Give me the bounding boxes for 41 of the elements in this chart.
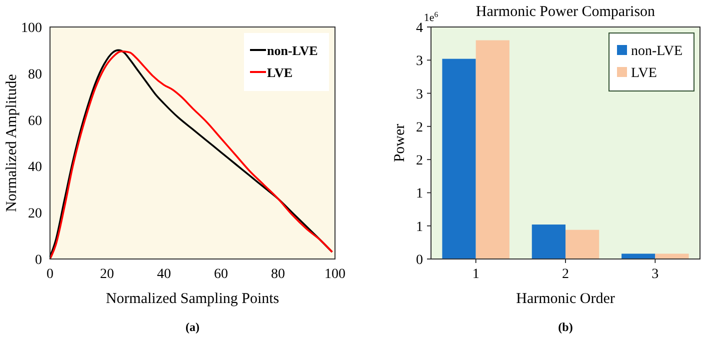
y-axis-title: Power	[392, 124, 408, 162]
x-axis-title: Harmonic Order	[516, 291, 615, 307]
x-tick-label: 2	[562, 267, 569, 282]
legend-label: LVE	[631, 66, 657, 81]
bar	[566, 230, 600, 259]
y-tick-label: 4	[416, 21, 423, 36]
bar	[476, 40, 510, 259]
y-tick-label: 1	[416, 186, 423, 202]
y-tick-label: 2	[416, 154, 423, 169]
text: 1e$^{6}$	[424, 10, 438, 24]
legend-label: non-LVE	[631, 44, 683, 59]
x-tick-label: 20	[100, 267, 114, 282]
bar	[442, 58, 476, 259]
y-tick-label: 80	[28, 67, 42, 82]
x-tick-label: 100	[324, 267, 346, 282]
x-tick-label: 60	[214, 267, 228, 282]
y-axis-title: Normalized Amplitude	[4, 74, 20, 212]
y-tick-label: 0	[416, 253, 423, 268]
y-tick-label: 3	[416, 54, 423, 70]
legend-label: LVE	[267, 65, 293, 80]
x-tick-label: 3	[652, 267, 659, 282]
bar	[532, 224, 566, 259]
x-tick-label: 1	[472, 267, 480, 282]
y-tick-label: 100	[21, 21, 42, 36]
bar	[655, 254, 689, 259]
y-tick-label: 3	[416, 87, 423, 102]
bar	[622, 254, 656, 259]
y-tick-label: 20	[28, 206, 42, 222]
x-tick-label: 40	[157, 267, 171, 282]
y-tick-label: 2	[416, 120, 423, 136]
x-axis-title: Normalized Sampling Points	[106, 291, 280, 307]
legend-label: non-LVE	[267, 43, 318, 58]
y-tick-label: 60	[28, 114, 42, 129]
text: (b)	[558, 320, 573, 334]
text: (a)	[186, 320, 200, 334]
y-tick-label: 0	[35, 253, 42, 268]
chart-title: Harmonic Power Comparison	[476, 4, 656, 20]
y-tick-label: 1	[416, 220, 423, 235]
y-tick-label: 40	[28, 160, 42, 176]
x-tick-label: 80	[271, 267, 285, 282]
x-tick-label: 0	[46, 267, 54, 282]
